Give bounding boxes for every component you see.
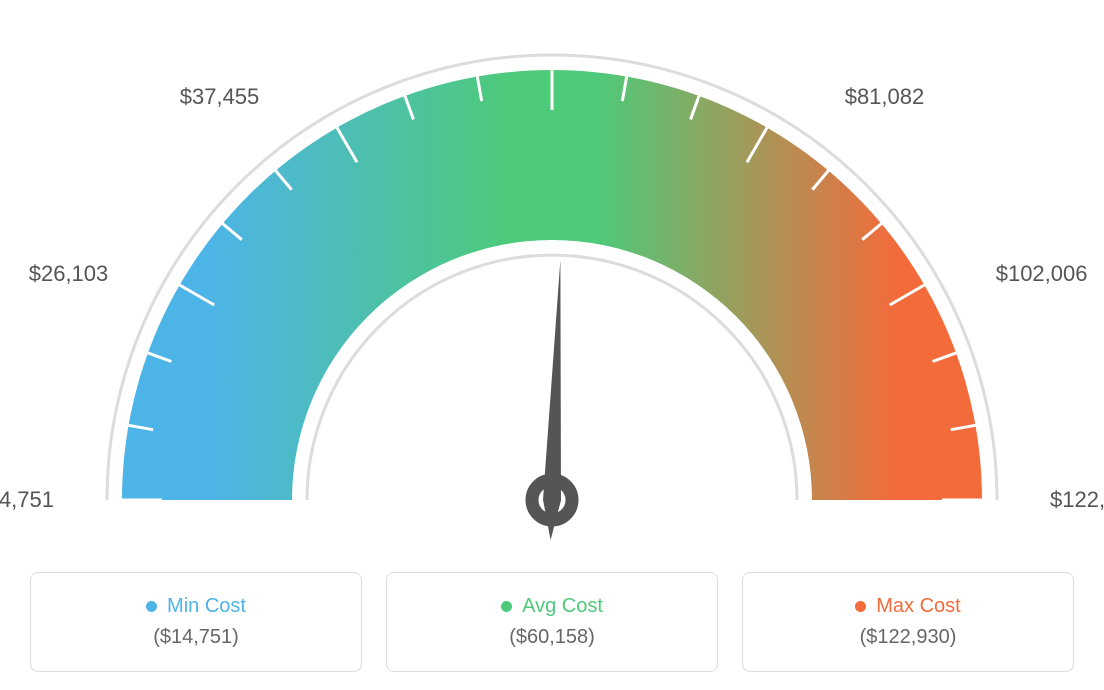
- dot-icon: [501, 601, 512, 612]
- gauge-tick-label: $102,006: [996, 261, 1088, 287]
- legend-title-min: Min Cost: [146, 595, 246, 618]
- gauge-tick-label: $14,751: [0, 487, 54, 513]
- dot-icon: [146, 601, 157, 612]
- legend-title-label: Min Cost: [167, 595, 246, 618]
- legend-card-max: Max Cost ($122,930): [742, 572, 1074, 672]
- legend-value-avg: ($60,158): [509, 626, 595, 649]
- gauge-area: $14,751 $26,103 $37,455 $60,158 $81,082 $102,…: [0, 0, 1104, 560]
- legend-card-avg: Avg Cost ($60,158): [386, 572, 718, 672]
- legend-value-max: ($122,930): [860, 626, 957, 649]
- gauge-tick-label: $26,103: [29, 261, 109, 287]
- gauge-tick-label: $81,082: [845, 84, 925, 110]
- legend-title-max: Max Cost: [855, 595, 960, 618]
- dot-icon: [855, 601, 866, 612]
- legend-row: Min Cost ($14,751) Avg Cost ($60,158) Ma…: [0, 572, 1104, 672]
- legend-value-min: ($14,751): [153, 626, 239, 649]
- legend-title-label: Avg Cost: [522, 595, 603, 618]
- gauge-tick-label: $122,930: [1050, 487, 1104, 513]
- gauge-tick-label: $37,455: [180, 84, 260, 110]
- legend-title-label: Max Cost: [876, 595, 960, 618]
- legend-title-avg: Avg Cost: [501, 595, 603, 618]
- legend-card-min: Min Cost ($14,751): [30, 572, 362, 672]
- chart-container: $14,751 $26,103 $37,455 $60,158 $81,082 $102,…: [0, 0, 1104, 690]
- gauge-svg: [0, 0, 1104, 560]
- gauge-tick-label: $60,158: [512, 0, 592, 2]
